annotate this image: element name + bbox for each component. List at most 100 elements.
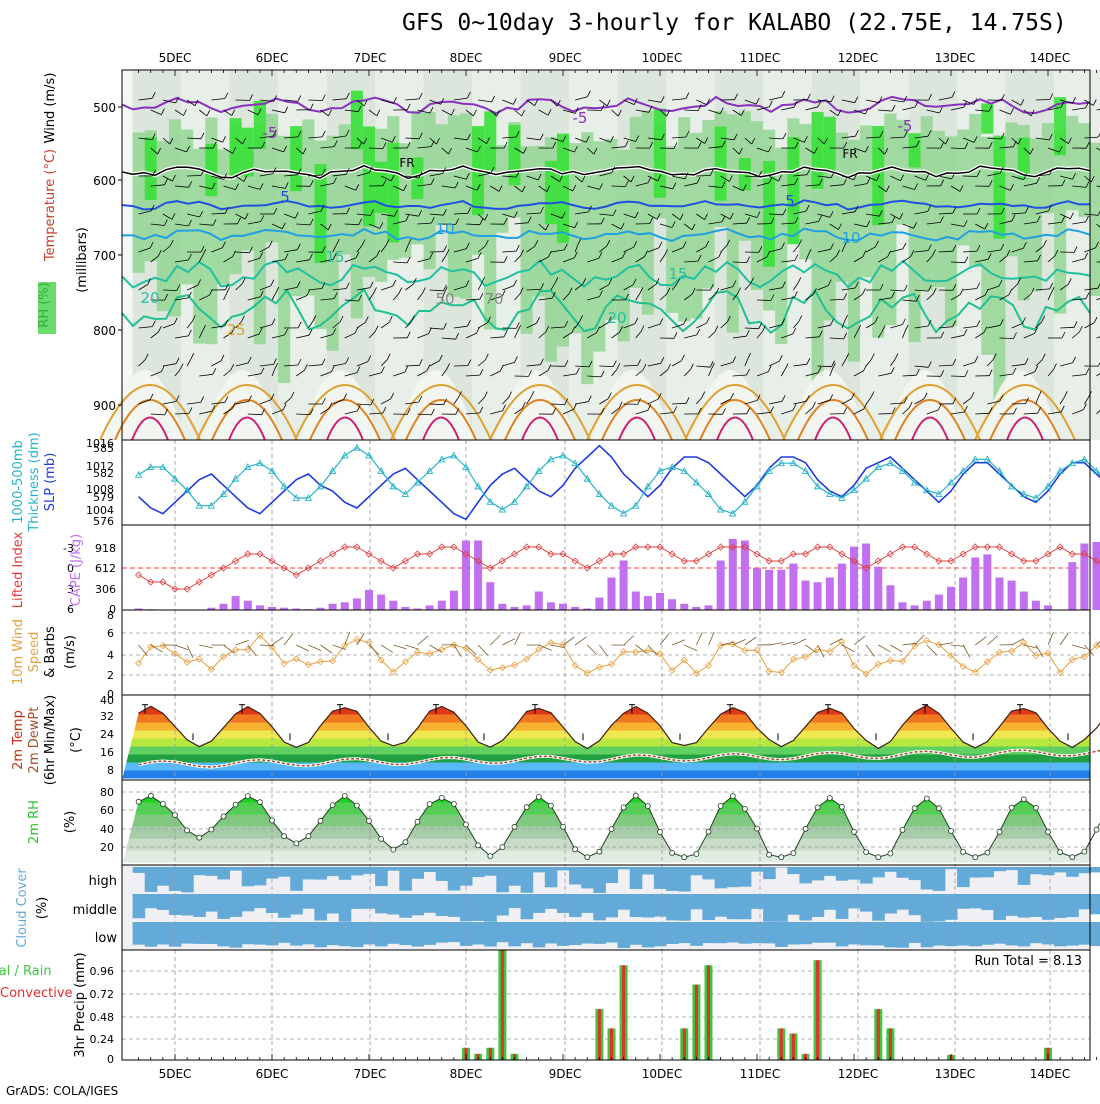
contour-label: FR	[399, 156, 414, 170]
cloud-middle-bar	[327, 894, 340, 914]
cloud-high-bar	[727, 867, 740, 887]
cloud-low-bar	[424, 922, 437, 945]
x-tick-label-bottom: 5DEC	[159, 1067, 192, 1081]
cloud-middle-bar	[424, 894, 437, 913]
cloud-high-bar	[351, 867, 364, 875]
cloud-middle-bar	[787, 894, 800, 915]
rh2m-point	[403, 840, 408, 845]
temp2m-tick-label: 40	[100, 694, 114, 707]
cloud-middle-bar	[848, 894, 861, 908]
precip-total-axis-label: Total / Rain	[0, 964, 52, 979]
wind10m-barb	[418, 636, 429, 645]
temp-band	[122, 738, 1090, 747]
cloud-low-bar	[1030, 922, 1043, 943]
cloud-low-bar	[496, 922, 509, 942]
cloud-middle-bar	[678, 894, 691, 921]
wind10m-barb	[963, 645, 970, 657]
cloud-high-bar	[751, 867, 764, 872]
cloud-high-bar	[569, 867, 582, 885]
rh-band-green	[642, 111, 655, 315]
cloud-level-label: high	[89, 874, 117, 889]
cloud-low-bar	[157, 922, 170, 945]
cloud-high-bar	[508, 867, 521, 886]
cloud-high-bar	[787, 867, 800, 874]
wind10m-barb	[1072, 645, 1085, 649]
cloud-middle-bar	[836, 894, 849, 919]
rh-band-bright	[824, 117, 837, 174]
wind10m-barb	[672, 640, 685, 645]
cape-bar	[632, 592, 640, 611]
cape-bar	[850, 547, 858, 610]
panel-border-precip	[122, 950, 1090, 1060]
cloud-high-bar	[1066, 867, 1079, 877]
cape-bar	[1008, 581, 1016, 610]
wind10m-barb	[793, 639, 806, 645]
cloud-high-bar	[448, 867, 461, 891]
rh2m-point	[233, 802, 238, 807]
cloud-high-bar	[921, 867, 934, 890]
cloud-low-bar	[618, 922, 631, 948]
cloud-middle-bar	[993, 894, 1006, 920]
temp2m-tick-label: 8	[107, 764, 114, 777]
rh-band	[122, 826, 1090, 839]
cloud-middle-bar	[193, 894, 206, 917]
wind10m-barb	[478, 645, 488, 655]
rh2m-unit: (%)	[63, 811, 78, 834]
rh2m-tick-label: 60	[100, 804, 114, 817]
slp-tick-label: 1016	[86, 437, 114, 450]
cloud-middle-bar	[521, 894, 534, 919]
cape-bar	[826, 578, 834, 611]
cloud-low-bar	[302, 922, 315, 944]
cloud-middle-bar	[921, 894, 934, 922]
cloud-middle-bar	[472, 894, 485, 921]
wind10m-barb	[199, 645, 213, 648]
cloud-high-bar	[278, 867, 291, 877]
rh2m-point	[500, 845, 505, 850]
cape-bar	[1044, 605, 1052, 610]
cloud-high-bar	[1078, 867, 1091, 873]
cape-tick-label: 918	[95, 542, 116, 555]
cloud-high-bar	[666, 867, 679, 891]
cape-bar	[341, 602, 349, 610]
rh2m-point	[961, 849, 966, 854]
cape-bar	[1032, 601, 1040, 610]
temp2m-tick-label: 32	[100, 710, 114, 723]
wind-barb	[660, 148, 674, 149]
wind10m-barb	[769, 643, 783, 645]
temp-band	[122, 722, 1090, 731]
cloud-low-bar	[739, 922, 752, 944]
cloud-middle-bar	[1030, 894, 1043, 917]
cloud-middle-bar	[363, 894, 376, 909]
cloud-middle-bar	[496, 894, 509, 916]
cloud-middle-bar	[339, 894, 352, 922]
cloud-high-bar	[363, 867, 376, 874]
cape-bar	[232, 596, 240, 610]
cloud-low-bar	[969, 922, 982, 946]
rh-band-light	[496, 70, 509, 440]
cloud-low-bar	[484, 922, 497, 947]
rh2m-point	[379, 836, 384, 841]
cloud-middle-bar	[448, 894, 461, 917]
rh2m-point	[342, 793, 347, 798]
rh2m-point	[706, 829, 711, 834]
cape-bar	[935, 595, 943, 611]
wind10m-axis-label: 10m Wind	[11, 619, 26, 685]
cape-bar	[1068, 562, 1076, 610]
wind10m-speed-line	[139, 635, 1100, 674]
x-tick-label-top: 13DEC	[935, 51, 975, 65]
cloud-high-bar	[302, 867, 315, 879]
rh2m-point	[512, 824, 517, 829]
cloud-high-bar	[763, 867, 776, 879]
cloud-middle-bar	[484, 894, 497, 922]
cloud-middle-bar	[230, 894, 243, 917]
cloud-middle-bar	[290, 894, 303, 915]
rh2m-point	[997, 829, 1002, 834]
rh2m-point	[827, 796, 832, 801]
rh2m-point	[779, 855, 784, 860]
cloud-middle-bar	[739, 894, 752, 919]
cloud-middle-bar	[302, 894, 315, 909]
cape-bar	[377, 595, 385, 611]
wind-barb	[308, 100, 322, 101]
